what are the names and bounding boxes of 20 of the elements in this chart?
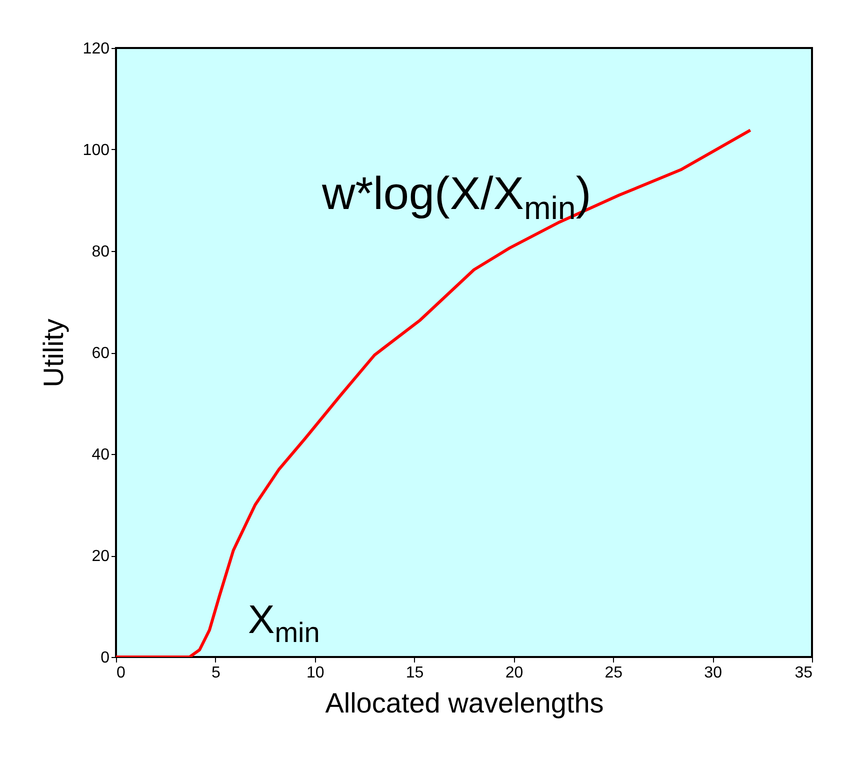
x-tick-label: 30 [704, 664, 722, 682]
annotation: w*log(X/X$_{min}$) [322, 167, 592, 226]
y-tick-label: 60 [92, 345, 110, 362]
x-tick-label: 10 [306, 664, 324, 682]
line-series [116, 128, 752, 657]
y-tick-label: 0 [100, 650, 110, 666]
x-tick-label: 0 [116, 664, 126, 682]
annotation: X$_{min}$ [248, 598, 320, 648]
x-tick-label: 5 [211, 664, 220, 682]
x-tick-label: 25 [604, 664, 623, 682]
x-tick-label: 15 [406, 664, 424, 682]
y-tick-label: 120 [82, 40, 110, 58]
x-tick-label: 20 [505, 664, 524, 682]
y-tick-label: 20 [92, 548, 110, 565]
y-tick-label: 100 [82, 142, 110, 159]
y-axis-title: Utility [38, 318, 69, 388]
y-tick-label: 80 [92, 244, 110, 260]
x-tick-label: 35 [794, 664, 813, 682]
y-tick-label: 40 [92, 446, 110, 464]
x-axis-title: Allocated wavelengths [325, 688, 604, 718]
